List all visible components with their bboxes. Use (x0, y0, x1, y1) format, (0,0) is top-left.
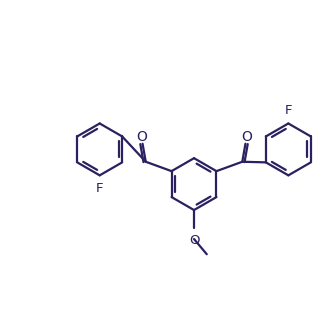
Text: O: O (241, 130, 252, 144)
Text: F: F (284, 104, 292, 117)
Text: O: O (189, 234, 199, 248)
Text: O: O (136, 130, 147, 144)
Text: F: F (96, 182, 103, 195)
